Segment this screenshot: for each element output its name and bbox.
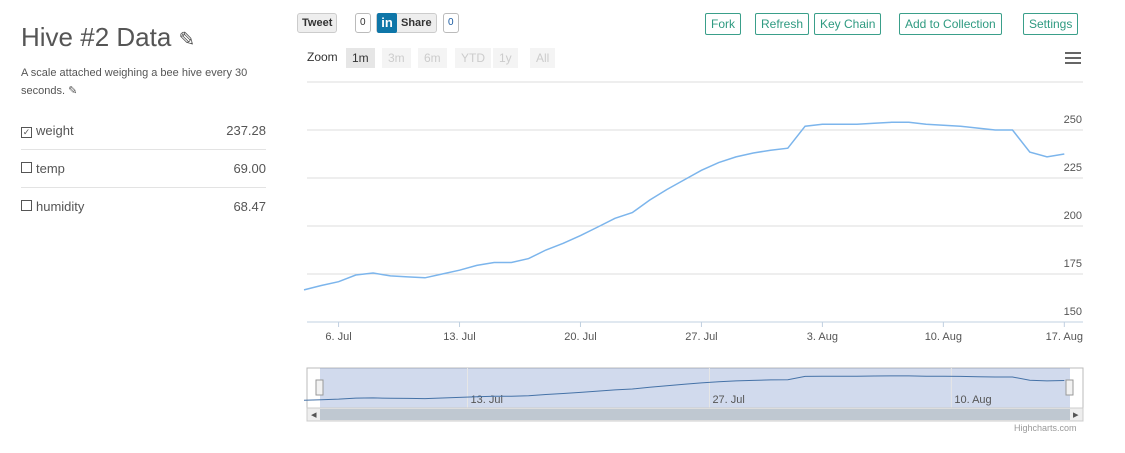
description: A scale attached weighing a bee hive eve… [21,67,248,97]
title-text: Hive #2 Data [21,22,172,52]
zoom-option[interactable]: 1y [493,48,518,68]
field-row: humidity 68.47 [21,188,266,225]
field-row: ✓ weight 237.28 [21,112,266,150]
share-count: 0 [443,13,459,33]
y-tick-label: 150 [1064,306,1082,318]
field-list: ✓ weight 237.28 temp 69.00 humidity 68.47 [0,112,266,225]
action-button[interactable]: Fork [705,13,741,35]
tweet-count: 0 [355,13,371,33]
checkbox[interactable] [21,200,32,211]
x-tick-label: 20. Jul [564,331,596,343]
scroll-right: ▸ [1073,409,1079,421]
checkbox[interactable] [21,162,32,173]
description-text: A scale attached weighing a bee hive eve… [21,67,248,97]
navigator-handle [315,379,324,396]
field-label[interactable]: humidity [21,199,84,214]
zoom-option[interactable]: All [530,48,556,68]
field-value: 68.47 [233,199,266,214]
x-tick-label: 17. Aug [1046,331,1083,343]
y-tick-label: 200 [1064,210,1082,222]
field-label[interactable]: ✓ weight [21,123,74,138]
x-tick-label: 13. Jul [443,331,475,343]
field-label[interactable]: temp [21,161,65,176]
field-row: temp 69.00 [21,150,266,188]
y-tick-label: 175 [1064,258,1082,270]
field-name: humidity [36,199,85,214]
x-tick-label: 10. Aug [925,331,962,343]
checkbox[interactable]: ✓ [21,127,32,138]
action-button[interactable]: Key Chain [814,13,882,35]
zoom-label: Zoom [307,50,338,64]
navigator-selection [320,368,1070,408]
scroll-left: ◂ [311,409,317,421]
credit[interactable]: Highcharts.com [1014,423,1077,433]
x-tick-label: 3. Aug [807,331,838,343]
tweet-button[interactable]: Tweet [297,13,338,33]
navigator-tick-label: 27. Jul [712,394,744,406]
x-tick-label: 6. Jul [325,331,351,343]
navigator-bg [306,367,1084,409]
field-name: temp [36,161,65,176]
field-value: 237.28 [226,123,266,138]
y-tick-label: 250 [1064,114,1082,126]
zoom-option[interactable]: YTD [455,48,491,68]
page-title: Hive #2 Data ✎ [21,22,195,53]
field-name: weight [36,123,74,138]
x-tick-label: 27. Jul [685,331,717,343]
navigator-handle [1065,379,1074,396]
zoom-option[interactable]: 3m [382,48,411,68]
linkedin-logo: in [377,13,397,33]
chart-menu[interactable] [1065,52,1081,64]
navigator-tick-label: 10. Aug [954,394,991,406]
navigator-line [303,375,1065,401]
scrollbar-thumb [320,409,1070,420]
y-tick-label: 225 [1064,162,1082,174]
zoom-option[interactable]: 6m [418,48,447,68]
zoom-option[interactable]: 1m [346,48,375,68]
action-button[interactable]: Refresh [755,13,810,35]
action-button[interactable]: Add to Collection [899,13,1002,35]
series-line [303,121,1065,291]
field-value: 69.00 [233,161,266,176]
action-button[interactable]: Settings [1023,13,1079,35]
edit-icon[interactable]: ✎ [178,29,196,51]
